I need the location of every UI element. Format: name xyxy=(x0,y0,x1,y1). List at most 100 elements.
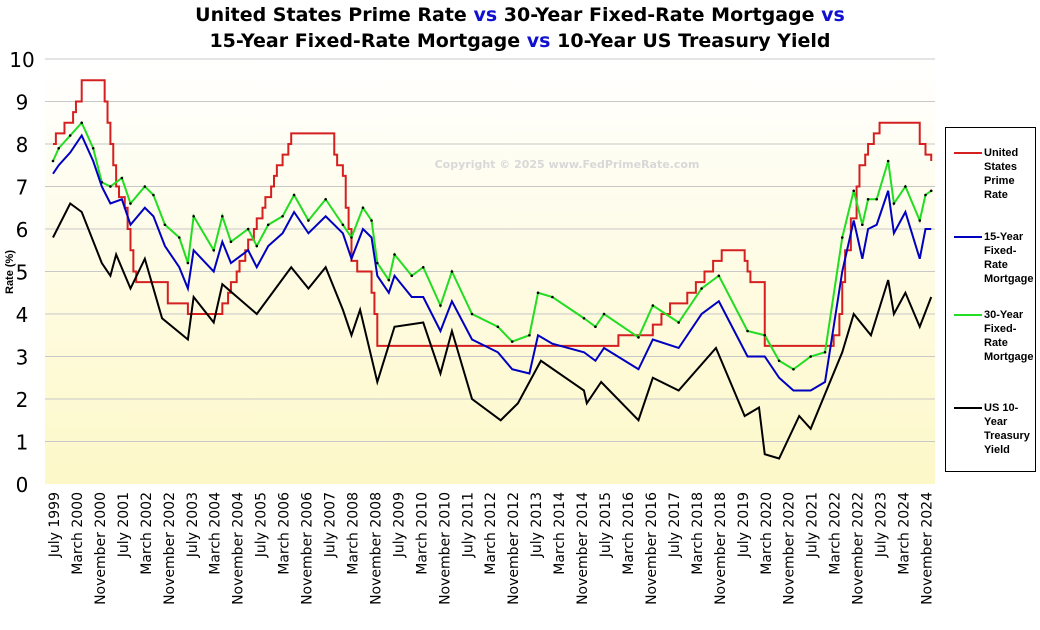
y-tick-label: 5 xyxy=(16,261,29,285)
legend-item: 15-Year Fixed-Rate Mortgage xyxy=(954,230,1036,286)
data-point xyxy=(594,325,597,329)
data-point xyxy=(212,248,216,252)
data-point xyxy=(307,219,310,222)
x-tick-label: March 2010 xyxy=(414,492,430,575)
data-point xyxy=(792,367,795,371)
data-point xyxy=(651,304,655,307)
x-tick-label: November 2006 xyxy=(300,492,316,605)
x-tick-label: March 2004 xyxy=(208,492,224,575)
title-10yr: 10-Year US Treasury Yield xyxy=(557,30,831,52)
data-point xyxy=(143,185,147,188)
x-tick-label: March 2020 xyxy=(759,492,775,575)
data-point xyxy=(163,223,167,227)
y-tick-label: 6 xyxy=(16,218,29,242)
data-point xyxy=(376,261,379,265)
data-point xyxy=(152,193,155,197)
x-tick-label: March 2002 xyxy=(139,492,155,575)
y-tick-label: 10 xyxy=(9,48,34,72)
data-point xyxy=(439,304,442,307)
data-point xyxy=(528,333,531,337)
x-tick-label: November 2000 xyxy=(93,492,109,605)
y-tick-label: 8 xyxy=(16,133,29,157)
data-point xyxy=(341,223,345,227)
data-point xyxy=(886,159,890,163)
data-point xyxy=(763,333,767,337)
legend-label: 30-Year Fixed-Rate Mortgage xyxy=(984,309,1034,363)
data-point xyxy=(602,312,606,316)
x-tick-label: July 2011 xyxy=(460,492,476,558)
data-point xyxy=(904,185,907,188)
legend-swatch xyxy=(954,314,982,316)
data-point xyxy=(924,193,927,197)
data-point xyxy=(255,244,259,248)
legend-label: United States Prime Rate xyxy=(984,147,1019,201)
data-point xyxy=(266,223,270,227)
data-point xyxy=(129,202,132,205)
series-line-3 xyxy=(52,201,933,460)
data-point xyxy=(246,227,250,231)
x-tick-label: July 2007 xyxy=(323,492,339,558)
series-line-1 xyxy=(52,133,932,392)
data-point xyxy=(350,236,353,239)
x-tick-label: July 2019 xyxy=(736,492,752,558)
legend-label: US 10-Year Treasury Yield xyxy=(984,402,1030,456)
data-point xyxy=(292,193,296,197)
data-point xyxy=(57,146,61,150)
title-15yr: 15-Year Fixed-Rate Mortgage xyxy=(209,30,521,52)
y-tick-label: 7 xyxy=(16,176,29,200)
x-tick-label: July 2001 xyxy=(116,492,132,558)
x-tick-label: November 2012 xyxy=(506,492,522,605)
data-point xyxy=(918,219,922,222)
data-point xyxy=(393,253,396,256)
y-tick-label: 9 xyxy=(16,91,29,115)
legend-item: US 10-Year Treasury Yield xyxy=(954,401,1036,457)
data-point xyxy=(929,189,933,193)
data-point xyxy=(866,197,870,201)
legend-swatch xyxy=(954,152,982,154)
data-point xyxy=(582,316,586,320)
data-point xyxy=(809,355,812,358)
x-tick-label: November 2016 xyxy=(644,492,660,605)
x-tick-label: July 2013 xyxy=(529,492,545,558)
data-point xyxy=(637,336,640,339)
x-tick-label: November 2020 xyxy=(782,492,798,605)
x-tick-label: March 2012 xyxy=(483,492,499,575)
data-point xyxy=(677,321,680,324)
x-tick-label: July 2003 xyxy=(185,492,201,558)
legend-item: 30-Year Fixed-Rate Mortgage xyxy=(954,308,1036,364)
data-point xyxy=(192,214,195,218)
x-tick-label: July 2023 xyxy=(874,492,890,558)
data-point xyxy=(80,121,83,125)
data-point xyxy=(450,270,454,273)
legend-swatch xyxy=(954,236,982,238)
x-tick-label: March 2018 xyxy=(690,492,706,575)
data-point xyxy=(229,240,233,244)
data-point xyxy=(496,325,500,329)
x-tick-label: July 2009 xyxy=(391,492,407,558)
data-point xyxy=(470,312,474,316)
data-point xyxy=(370,219,373,222)
data-point xyxy=(861,223,864,227)
title-vs: vs xyxy=(821,4,845,26)
data-point xyxy=(221,214,224,218)
data-point xyxy=(746,329,749,333)
x-tick-label: November 2010 xyxy=(437,492,453,605)
data-point xyxy=(120,176,124,180)
legend-swatch xyxy=(954,407,982,409)
x-tick-label: March 2008 xyxy=(345,492,361,575)
title-prime: United States Prime Rate xyxy=(195,4,467,26)
x-tick-label: March 2014 xyxy=(552,492,568,575)
data-point xyxy=(109,185,112,188)
data-point xyxy=(700,287,703,290)
x-tick-label: November 2004 xyxy=(231,492,247,605)
data-point xyxy=(551,295,554,299)
y-tick-label: 0 xyxy=(16,473,29,497)
x-tick-label: July 2017 xyxy=(667,492,683,558)
data-point xyxy=(387,278,391,282)
data-point xyxy=(823,350,827,354)
legend-label: 15-Year Fixed-Rate Mortgage xyxy=(984,231,1034,285)
y-axis-label: Rate (%) xyxy=(4,250,16,294)
x-tick-label: November 2018 xyxy=(713,492,729,605)
y-tick-label: 2 xyxy=(16,388,29,412)
